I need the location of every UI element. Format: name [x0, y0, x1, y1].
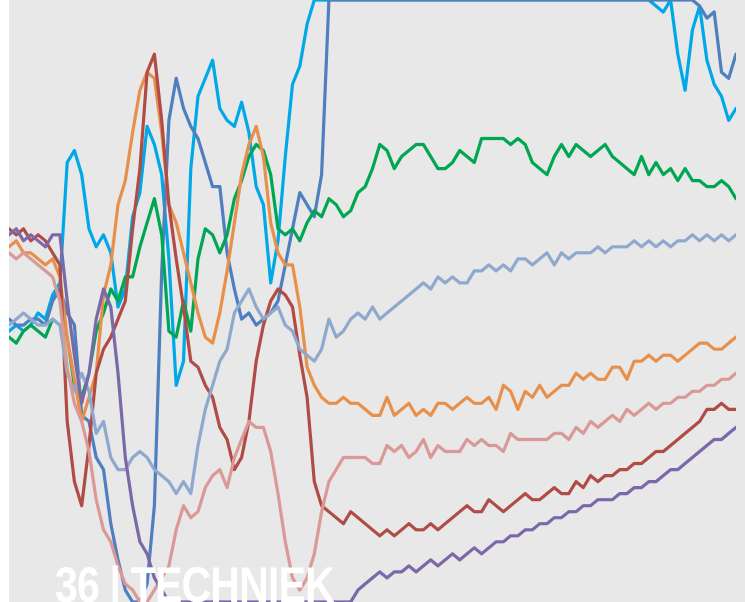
series-line-6	[9, 233, 736, 496]
series-line-4	[9, 70, 736, 423]
series-line-7	[9, 251, 736, 602]
series-line-5	[9, 52, 736, 538]
series-line-8	[9, 227, 736, 602]
series-line-2	[9, 0, 736, 602]
page-footer-label: 36 | TECHNIEK	[55, 557, 335, 602]
series-line-1	[9, 0, 736, 387]
series-line-3	[9, 136, 736, 399]
